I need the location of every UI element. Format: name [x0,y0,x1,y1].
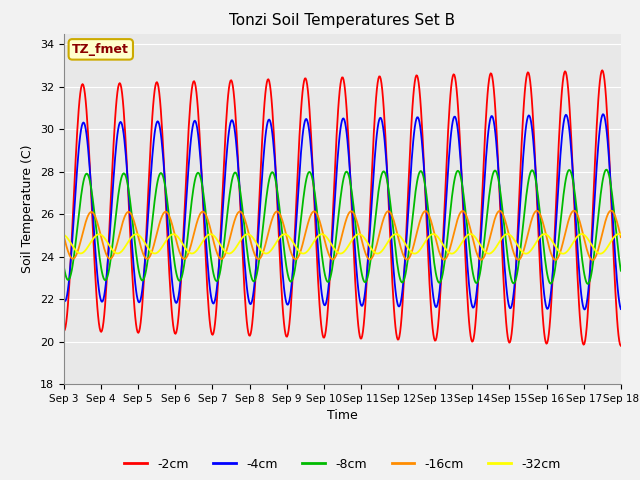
X-axis label: Time: Time [327,409,358,422]
-32cm [60,232,68,238]
-2cm [70,189,78,194]
Line: -16cm: -16cm [64,211,621,260]
-16cm [617,234,625,240]
-32cm [410,251,418,256]
-32cm [127,234,135,240]
-8cm [60,264,68,270]
Line: -32cm: -32cm [64,234,621,253]
Line: -2cm: -2cm [64,70,621,346]
Title: Tonzi Soil Temperatures Set B: Tonzi Soil Temperatures Set B [229,13,456,28]
-8cm [184,232,192,238]
-32cm [70,245,78,251]
-4cm [580,307,588,312]
-2cm [127,254,135,260]
-8cm [584,281,591,287]
-8cm [214,278,221,284]
-16cm [589,257,596,263]
Text: TZ_fmet: TZ_fmet [72,43,129,56]
-16cm [127,212,135,217]
Line: -8cm: -8cm [64,170,621,284]
-32cm [617,232,625,238]
Line: -4cm: -4cm [64,114,621,310]
-4cm [184,173,192,179]
-8cm [602,167,610,173]
-4cm [70,211,78,216]
-32cm [614,231,622,237]
-2cm [617,343,625,348]
-16cm [184,252,192,257]
-4cm [410,131,418,136]
-32cm [426,232,434,238]
-32cm [184,249,192,254]
-2cm [410,85,418,91]
-4cm [127,232,135,238]
-32cm [596,251,604,256]
-16cm [607,208,614,214]
-2cm [184,138,192,144]
-8cm [426,226,434,232]
-16cm [426,216,434,221]
-16cm [70,255,78,261]
-16cm [214,251,221,257]
-2cm [214,291,221,297]
Legend: -2cm, -4cm, -8cm, -16cm, -32cm: -2cm, -4cm, -8cm, -16cm, -32cm [120,453,565,476]
-4cm [214,281,221,287]
-4cm [617,306,625,312]
-8cm [70,252,78,258]
Y-axis label: Soil Temperature (C): Soil Temperature (C) [22,144,35,273]
-16cm [60,234,68,240]
-2cm [598,67,606,73]
-32cm [214,237,221,243]
-8cm [617,268,625,274]
-16cm [410,241,418,247]
-8cm [410,201,418,206]
-8cm [127,209,135,215]
-4cm [599,111,607,117]
-2cm [60,328,68,334]
-4cm [60,297,68,303]
-2cm [426,295,434,300]
-4cm [426,262,434,268]
